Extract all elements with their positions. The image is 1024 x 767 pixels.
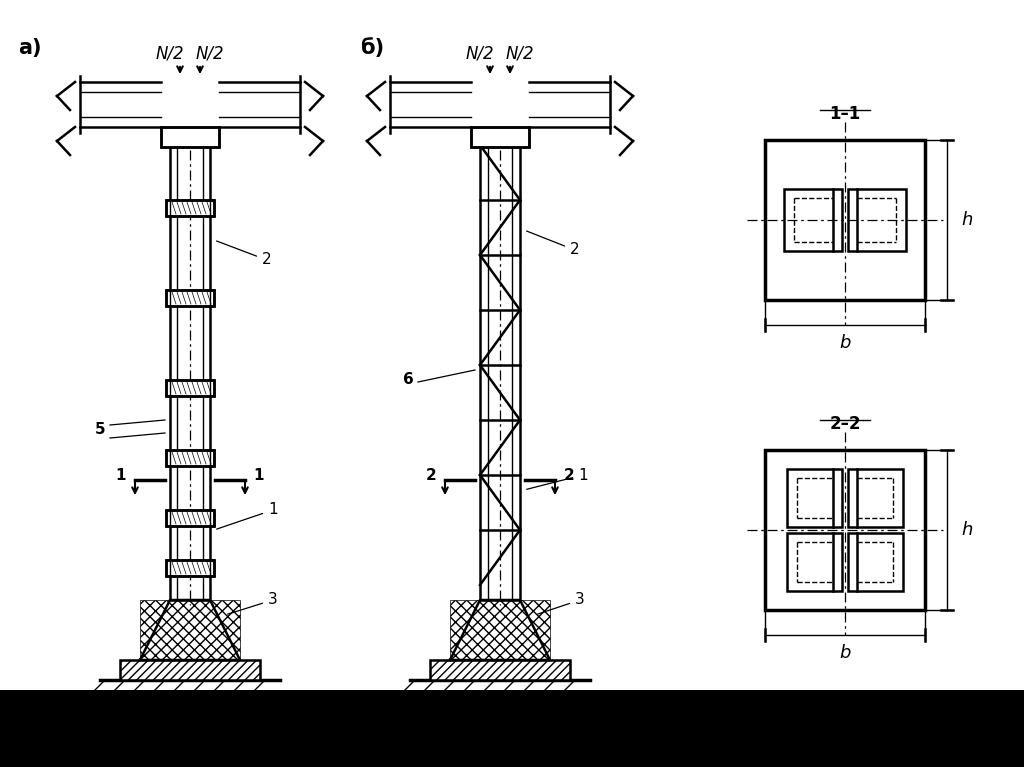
Bar (120, 660, 260, 680)
Bar (848, 189, 906, 251)
Text: 2: 2 (526, 231, 580, 258)
Bar (787, 469, 842, 527)
Text: b: b (840, 644, 851, 662)
Text: 3: 3 (538, 592, 585, 614)
Bar (450, 600, 550, 660)
Text: б): б) (360, 38, 384, 58)
Bar (161, 127, 219, 147)
Bar (765, 140, 925, 300)
Text: 4: 4 (253, 693, 274, 709)
Bar (166, 510, 214, 526)
Bar (848, 469, 903, 527)
Text: 2–2: 2–2 (829, 415, 861, 433)
Text: 2: 2 (217, 241, 271, 268)
Bar (166, 380, 214, 396)
Text: 1: 1 (254, 468, 264, 482)
Text: 1: 1 (217, 502, 278, 529)
Text: 2: 2 (426, 468, 436, 482)
Text: b: b (840, 334, 851, 352)
Bar (480, 145, 520, 600)
Text: а): а) (18, 38, 42, 58)
Text: h: h (961, 521, 973, 539)
Bar (430, 660, 570, 680)
Bar (166, 560, 214, 576)
Text: 1: 1 (526, 468, 588, 489)
Bar (787, 533, 842, 591)
Bar (170, 145, 210, 600)
Text: 5: 5 (94, 423, 105, 437)
Text: N/2: N/2 (466, 45, 495, 63)
Text: 6: 6 (402, 373, 414, 387)
Bar (166, 200, 214, 216)
Text: 2: 2 (563, 468, 574, 482)
Text: N/2: N/2 (156, 45, 184, 63)
Bar (161, 127, 219, 147)
Bar (166, 200, 214, 216)
Bar (166, 560, 214, 576)
Text: 3: 3 (227, 592, 278, 614)
Bar (166, 450, 214, 466)
Bar (140, 600, 240, 660)
Text: h: h (961, 211, 973, 229)
Bar (784, 189, 842, 251)
Bar (430, 660, 570, 680)
Bar (848, 533, 903, 591)
Bar (471, 127, 529, 147)
Text: 1–1: 1–1 (829, 105, 860, 123)
Bar (166, 290, 214, 306)
Bar (166, 510, 214, 526)
Bar (765, 450, 925, 610)
Bar (166, 450, 214, 466)
Text: N/2: N/2 (506, 45, 535, 63)
Text: 4: 4 (562, 693, 578, 709)
Text: N/2: N/2 (196, 45, 224, 63)
Text: 1: 1 (116, 468, 126, 482)
Bar (120, 660, 260, 680)
Bar (166, 380, 214, 396)
Bar (166, 290, 214, 306)
Bar (471, 127, 529, 147)
Bar (0, 690, 1024, 767)
